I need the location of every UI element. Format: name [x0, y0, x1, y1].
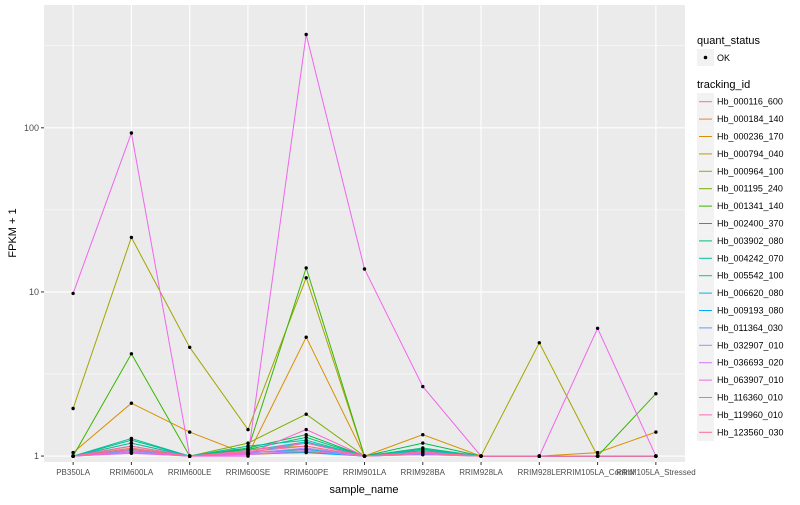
data-point [129, 444, 134, 448]
x-tick-label: RRIM928LA [459, 468, 503, 477]
data-point [246, 441, 250, 445]
data-point [71, 450, 75, 455]
legend-series-label: Hb_063907_010 [717, 375, 784, 385]
data-point [304, 335, 308, 339]
data-point [421, 384, 425, 389]
data-point [71, 454, 75, 458]
data-point [595, 326, 600, 330]
y-tick-label: 10 [29, 287, 39, 297]
legend-series-label: Hb_011364_030 [717, 323, 783, 333]
x-tick-label: RRIM600PE [284, 468, 328, 477]
x-tick-label: RRIM928LE [518, 468, 562, 477]
x-tick-label: RRIM600LE [168, 468, 212, 477]
data-point [304, 276, 308, 280]
legend-shape-title: quant_status [697, 35, 760, 47]
data-point [304, 433, 308, 437]
grid-layer [44, 5, 685, 462]
x-tick-label: RRIM901LA [343, 468, 387, 477]
data-point [537, 341, 541, 345]
data-point [537, 454, 541, 458]
data-point [595, 454, 600, 458]
data-point [304, 266, 308, 270]
x-tick-label: RRIM105LA_Stressed [616, 468, 696, 477]
x-tick-label: RRIM105LA_Control [561, 468, 635, 477]
data-point [304, 412, 308, 416]
legend-shape-label: OK [717, 53, 730, 63]
legend-series-label: Hb_123560_030 [717, 427, 784, 437]
legend-series-label: Hb_001341_140 [717, 201, 784, 211]
data-point [129, 401, 134, 405]
y-tick-label: 1 [34, 451, 39, 461]
legend-series-label: Hb_001195_240 [717, 184, 783, 194]
data-point [188, 454, 192, 458]
data-point [129, 450, 134, 455]
data-point [71, 406, 75, 411]
legend-series-label: Hb_000794_040 [717, 149, 784, 159]
data-point [304, 427, 308, 432]
data-point [129, 235, 134, 240]
x-tick-label: RRIM928BA [401, 468, 446, 477]
legend-shape-key [703, 55, 708, 60]
data-point [129, 436, 134, 441]
data-point [304, 444, 308, 448]
legend-series-label: Hb_003902_080 [717, 236, 784, 246]
data-point [188, 430, 192, 434]
point-layer [71, 32, 658, 458]
data-point [129, 131, 134, 135]
data-point [188, 345, 192, 349]
data-point [595, 450, 600, 455]
data-point [654, 430, 658, 434]
axis-layer: 1 10 100 PB350LA RRIM600LA RRIM600LE RRIM600SE… [24, 123, 696, 477]
data-point [421, 451, 425, 455]
data-point [304, 441, 308, 445]
data-point [129, 352, 134, 356]
data-point [362, 454, 367, 458]
legend-series-label: Hb_002400_370 [717, 219, 784, 229]
x-tick-label: RRIM600SE [226, 468, 270, 477]
y-axis-title: FPKM + 1 [7, 208, 19, 257]
data-point [304, 32, 308, 37]
data-point [129, 447, 134, 451]
legend-series-label: Hb_009193_080 [717, 306, 784, 316]
legend-series-label: Hb_000184_140 [717, 114, 784, 124]
legend-series-label: Hb_036693_020 [717, 358, 784, 368]
legend-series-label: Hb_116360_010 [717, 393, 783, 403]
data-point [421, 433, 425, 437]
data-point [362, 267, 367, 271]
data-point [71, 291, 75, 296]
legend-series-label: Hb_000964_100 [717, 166, 784, 176]
legend-series-label: Hb_000116_600 [717, 97, 783, 107]
x-tick-label: RRIM600LA [110, 468, 154, 477]
legend-series-label: Hb_032907_010 [717, 340, 784, 350]
x-axis-title: sample_name [329, 484, 398, 496]
data-point [246, 450, 250, 454]
data-point [304, 448, 308, 453]
legend-series-label: Hb_004242_070 [717, 253, 784, 263]
legend-series-label: Hb_000236_170 [717, 132, 784, 142]
x-tick-label: PB350LA [56, 468, 90, 477]
data-point [246, 444, 250, 448]
legend-series-label: Hb_005542_100 [717, 271, 784, 281]
data-point [654, 392, 658, 396]
data-point [129, 441, 134, 445]
legend-series-label: Hb_119960_010 [717, 410, 783, 420]
data-point [421, 441, 425, 445]
legend-color-title: tracking_id [697, 79, 750, 91]
data-point [479, 454, 483, 458]
legend: quant_status tracking_id OK Hb_000116_600… [697, 35, 784, 441]
y-tick-label: 100 [24, 123, 39, 133]
data-point [246, 427, 250, 432]
data-point [304, 435, 308, 440]
legend-series-label: Hb_006620_080 [717, 288, 784, 298]
data-point [654, 454, 658, 458]
